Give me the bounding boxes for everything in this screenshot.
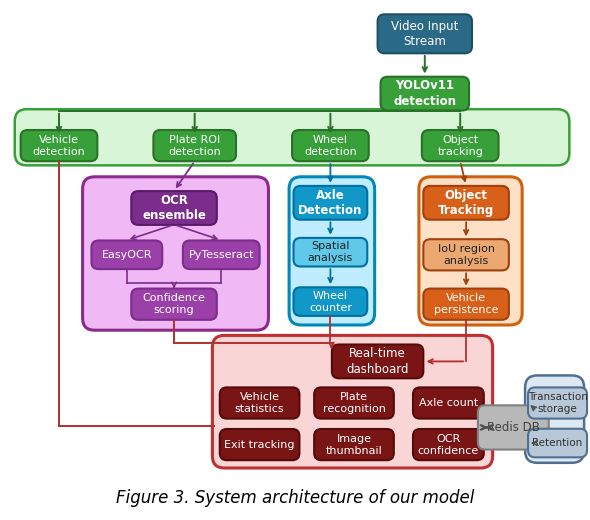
Text: Axle
Detection: Axle Detection bbox=[298, 189, 363, 217]
Text: Image
thumbnail: Image thumbnail bbox=[326, 434, 382, 456]
FancyBboxPatch shape bbox=[294, 287, 367, 316]
Text: PyTesseract: PyTesseract bbox=[188, 250, 254, 260]
Text: IoU region
analysis: IoU region analysis bbox=[438, 244, 494, 266]
FancyBboxPatch shape bbox=[289, 177, 375, 325]
Text: Wheel
detection: Wheel detection bbox=[304, 135, 357, 157]
FancyBboxPatch shape bbox=[21, 130, 97, 161]
Text: Vehicle
persistence: Vehicle persistence bbox=[434, 293, 499, 315]
FancyBboxPatch shape bbox=[131, 289, 217, 320]
FancyBboxPatch shape bbox=[528, 428, 587, 458]
Text: Transaction
storage: Transaction storage bbox=[527, 392, 588, 414]
FancyBboxPatch shape bbox=[294, 186, 367, 219]
Text: Plate
recognition: Plate recognition bbox=[323, 392, 385, 414]
FancyBboxPatch shape bbox=[424, 289, 509, 320]
FancyBboxPatch shape bbox=[422, 130, 499, 161]
FancyBboxPatch shape bbox=[424, 186, 509, 219]
FancyBboxPatch shape bbox=[131, 191, 217, 225]
FancyBboxPatch shape bbox=[525, 375, 584, 463]
FancyBboxPatch shape bbox=[153, 130, 236, 161]
Text: Vehicle
detection: Vehicle detection bbox=[32, 135, 86, 157]
FancyBboxPatch shape bbox=[332, 344, 423, 379]
Text: Confidence
scoring: Confidence scoring bbox=[143, 293, 205, 315]
FancyBboxPatch shape bbox=[212, 335, 493, 468]
FancyBboxPatch shape bbox=[413, 429, 484, 460]
FancyBboxPatch shape bbox=[314, 387, 394, 419]
Text: Plate ROI
detection: Plate ROI detection bbox=[168, 135, 221, 157]
FancyBboxPatch shape bbox=[183, 240, 260, 269]
Text: Object
tracking: Object tracking bbox=[437, 135, 483, 157]
FancyBboxPatch shape bbox=[424, 239, 509, 270]
Text: Spatial
analysis: Spatial analysis bbox=[308, 241, 353, 263]
Text: Figure 3. System architecture of our model: Figure 3. System architecture of our mod… bbox=[116, 489, 474, 507]
Text: Real-time
dashboard: Real-time dashboard bbox=[346, 347, 409, 375]
Text: Video Input
Stream: Video Input Stream bbox=[391, 20, 458, 48]
FancyBboxPatch shape bbox=[478, 406, 549, 449]
Text: Redis DB: Redis DB bbox=[487, 421, 540, 434]
FancyBboxPatch shape bbox=[413, 387, 484, 419]
Text: Retention: Retention bbox=[532, 438, 583, 448]
Text: Axle count: Axle count bbox=[419, 398, 478, 408]
Text: Wheel
counter: Wheel counter bbox=[309, 291, 352, 313]
Text: YOLOv11
detection: YOLOv11 detection bbox=[394, 80, 456, 108]
FancyBboxPatch shape bbox=[292, 130, 369, 161]
FancyBboxPatch shape bbox=[528, 387, 587, 419]
Text: OCR
confidence: OCR confidence bbox=[418, 434, 479, 456]
FancyBboxPatch shape bbox=[381, 76, 469, 110]
FancyBboxPatch shape bbox=[314, 429, 394, 460]
Text: EasyOCR: EasyOCR bbox=[101, 250, 152, 260]
FancyBboxPatch shape bbox=[378, 14, 472, 53]
FancyBboxPatch shape bbox=[220, 429, 300, 460]
FancyBboxPatch shape bbox=[91, 240, 162, 269]
Text: OCR
ensemble: OCR ensemble bbox=[142, 194, 206, 222]
FancyBboxPatch shape bbox=[294, 238, 367, 266]
FancyBboxPatch shape bbox=[419, 177, 522, 325]
Text: Exit tracking: Exit tracking bbox=[224, 439, 295, 450]
FancyBboxPatch shape bbox=[15, 109, 569, 165]
FancyBboxPatch shape bbox=[83, 177, 268, 330]
Text: Vehicle
statistics: Vehicle statistics bbox=[235, 392, 284, 414]
Text: Object
Tracking: Object Tracking bbox=[438, 189, 494, 217]
FancyBboxPatch shape bbox=[220, 387, 300, 419]
